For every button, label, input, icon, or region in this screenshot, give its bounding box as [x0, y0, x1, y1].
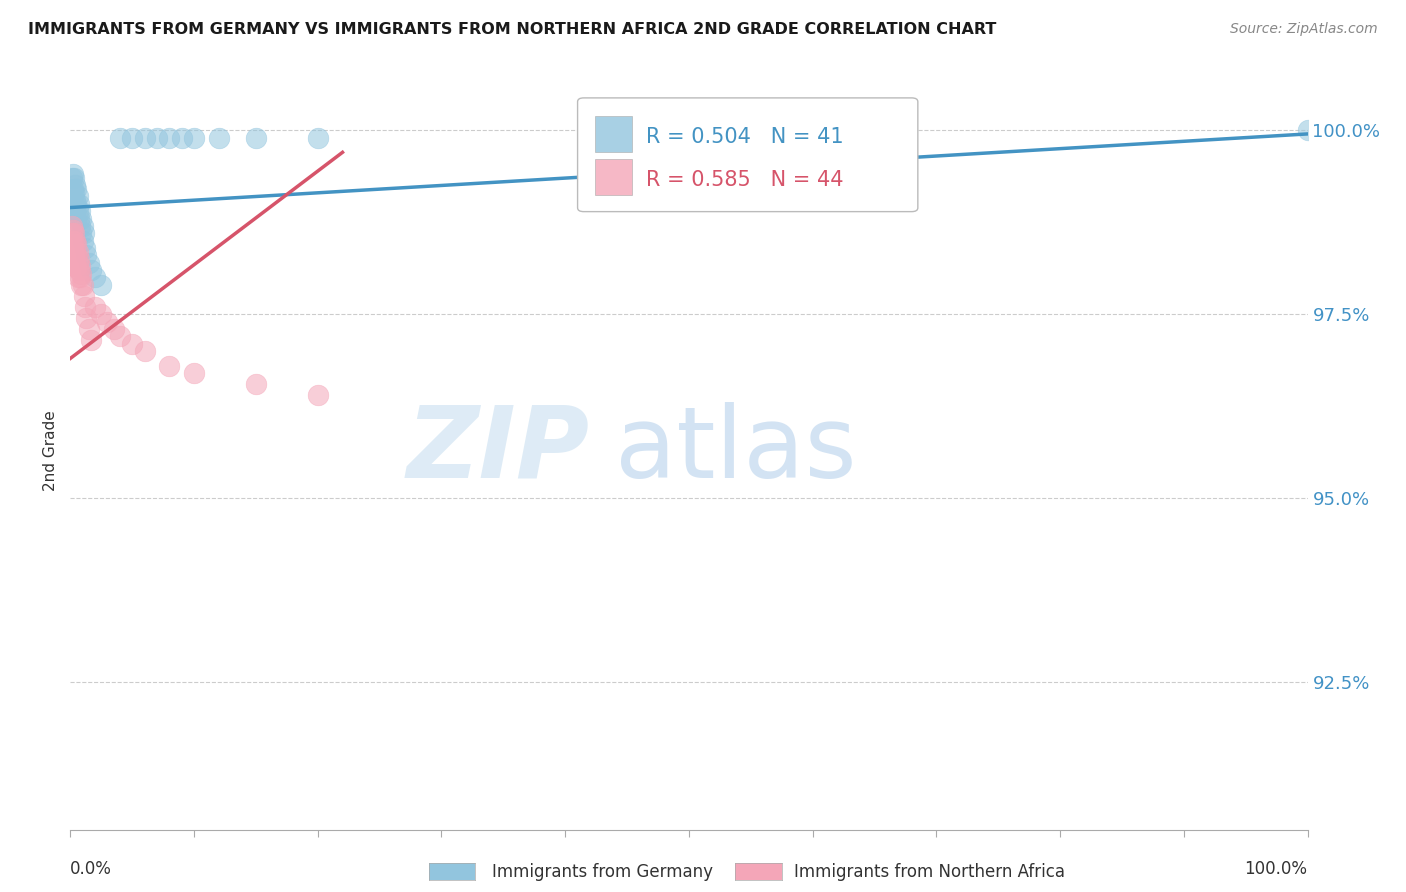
Point — [245, 377, 267, 392]
Point — [90, 277, 112, 292]
Text: 0.0%: 0.0% — [70, 860, 112, 878]
Point — [77, 256, 100, 270]
Point — [121, 130, 143, 145]
Text: ZIP: ZIP — [406, 402, 591, 499]
Point — [80, 333, 103, 347]
Point — [65, 234, 87, 248]
Point — [69, 260, 91, 274]
Point — [62, 244, 84, 259]
Point — [84, 300, 107, 314]
Point — [70, 211, 93, 226]
Point — [1296, 123, 1319, 137]
Point — [96, 315, 118, 329]
Point — [63, 197, 86, 211]
Point — [65, 204, 87, 219]
Text: Source: ZipAtlas.com: Source: ZipAtlas.com — [1230, 22, 1378, 37]
Point — [121, 336, 143, 351]
Y-axis label: 2nd Grade: 2nd Grade — [44, 410, 59, 491]
Point — [108, 130, 131, 145]
Point — [65, 182, 87, 196]
Text: R = 0.504   N = 41: R = 0.504 N = 41 — [645, 128, 844, 147]
Point — [67, 211, 90, 226]
Point — [75, 241, 97, 255]
Point — [65, 260, 87, 274]
Point — [72, 219, 94, 233]
Point — [90, 307, 112, 321]
Point — [65, 248, 87, 262]
FancyBboxPatch shape — [595, 160, 633, 195]
Point — [69, 270, 91, 285]
Point — [208, 130, 231, 145]
Point — [108, 329, 131, 343]
Text: R = 0.585   N = 44: R = 0.585 N = 44 — [645, 169, 844, 190]
Point — [70, 277, 93, 292]
Point — [60, 248, 83, 262]
Text: Immigrants from Germany: Immigrants from Germany — [492, 863, 713, 881]
Point — [72, 277, 94, 292]
Point — [66, 204, 89, 219]
Point — [60, 171, 83, 186]
Point — [69, 204, 91, 219]
Point — [65, 197, 87, 211]
Text: atlas: atlas — [614, 402, 856, 499]
Point — [103, 322, 125, 336]
Point — [65, 193, 87, 207]
Point — [66, 270, 89, 285]
Point — [307, 388, 329, 402]
Point — [307, 130, 329, 145]
Point — [67, 263, 90, 277]
Point — [63, 248, 86, 262]
Point — [62, 168, 84, 182]
Point — [245, 130, 267, 145]
Point — [66, 244, 89, 259]
Point — [75, 310, 97, 325]
Point — [75, 248, 97, 262]
Point — [63, 171, 86, 186]
Point — [134, 344, 156, 359]
Point — [62, 234, 84, 248]
Point — [70, 227, 93, 241]
Point — [77, 322, 100, 336]
Text: 100.0%: 100.0% — [1244, 860, 1308, 878]
Point — [157, 359, 180, 373]
Point — [65, 237, 87, 252]
Point — [157, 130, 180, 145]
Point — [65, 244, 87, 259]
Point — [62, 182, 84, 196]
Point — [73, 289, 96, 303]
Point — [80, 263, 103, 277]
Point — [72, 234, 94, 248]
Point — [69, 219, 91, 233]
Text: IMMIGRANTS FROM GERMANY VS IMMIGRANTS FROM NORTHERN AFRICA 2ND GRADE CORRELATION: IMMIGRANTS FROM GERMANY VS IMMIGRANTS FR… — [28, 22, 997, 37]
Point — [67, 252, 90, 266]
Point — [66, 189, 89, 203]
Point — [65, 211, 87, 226]
Point — [75, 300, 97, 314]
Point — [62, 222, 84, 236]
Point — [63, 237, 86, 252]
Point — [63, 260, 86, 274]
Point — [134, 130, 156, 145]
FancyBboxPatch shape — [578, 98, 918, 211]
Point — [65, 256, 87, 270]
Point — [183, 366, 205, 380]
Point — [146, 130, 169, 145]
Point — [84, 270, 107, 285]
Point — [66, 256, 89, 270]
Text: Immigrants from Northern Africa: Immigrants from Northern Africa — [794, 863, 1066, 881]
FancyBboxPatch shape — [595, 116, 633, 152]
Point — [60, 237, 83, 252]
Point — [70, 267, 93, 281]
Point — [60, 227, 83, 241]
Point — [183, 130, 205, 145]
Point — [63, 227, 86, 241]
Point — [60, 219, 83, 233]
Point — [62, 256, 84, 270]
Point — [67, 197, 90, 211]
Point — [63, 186, 86, 200]
Point — [73, 227, 96, 241]
Point — [65, 178, 87, 193]
Point — [170, 130, 193, 145]
Point — [678, 130, 700, 145]
